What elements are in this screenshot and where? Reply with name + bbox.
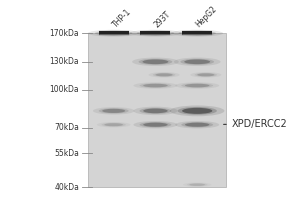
Ellipse shape (183, 183, 212, 187)
Ellipse shape (130, 30, 182, 37)
Ellipse shape (181, 83, 213, 88)
Ellipse shape (134, 82, 178, 89)
Ellipse shape (171, 30, 223, 37)
Ellipse shape (174, 58, 220, 66)
Ellipse shape (134, 121, 178, 128)
Ellipse shape (195, 73, 217, 77)
Ellipse shape (140, 83, 171, 88)
Ellipse shape (187, 183, 208, 186)
Ellipse shape (175, 82, 219, 89)
Ellipse shape (99, 31, 128, 35)
Ellipse shape (141, 31, 170, 35)
Text: 55kDa: 55kDa (54, 149, 79, 158)
Ellipse shape (184, 59, 210, 64)
FancyBboxPatch shape (88, 33, 226, 187)
Ellipse shape (101, 123, 126, 127)
Ellipse shape (142, 59, 168, 64)
Ellipse shape (95, 31, 132, 36)
Ellipse shape (155, 73, 173, 76)
Ellipse shape (185, 123, 209, 127)
Ellipse shape (170, 105, 224, 116)
Ellipse shape (93, 107, 134, 115)
Ellipse shape (102, 109, 125, 113)
Ellipse shape (178, 31, 216, 36)
Ellipse shape (140, 108, 171, 114)
Text: 40kDa: 40kDa (54, 183, 79, 192)
Ellipse shape (178, 107, 217, 115)
Ellipse shape (180, 59, 214, 65)
Ellipse shape (140, 122, 171, 127)
Ellipse shape (181, 122, 213, 127)
Text: 293T: 293T (153, 10, 172, 29)
Ellipse shape (189, 183, 205, 186)
Text: HepG2: HepG2 (194, 5, 219, 29)
Ellipse shape (148, 72, 180, 78)
Ellipse shape (153, 73, 175, 77)
Text: THP-1: THP-1 (111, 7, 133, 29)
Text: 70kDa: 70kDa (54, 123, 79, 132)
Ellipse shape (183, 31, 211, 35)
Ellipse shape (132, 58, 179, 66)
Ellipse shape (137, 31, 174, 36)
Ellipse shape (197, 73, 214, 76)
Text: XPD/ERCC2: XPD/ERCC2 (224, 119, 287, 129)
Text: 130kDa: 130kDa (50, 57, 79, 66)
Ellipse shape (185, 84, 209, 87)
Ellipse shape (182, 108, 212, 114)
Ellipse shape (104, 123, 123, 126)
Ellipse shape (143, 84, 168, 87)
Text: 100kDa: 100kDa (50, 85, 79, 94)
Ellipse shape (99, 108, 129, 114)
Ellipse shape (134, 107, 178, 115)
Ellipse shape (190, 72, 221, 78)
Text: 170kDa: 170kDa (50, 29, 79, 38)
Ellipse shape (88, 30, 140, 37)
Ellipse shape (139, 59, 172, 65)
Ellipse shape (143, 109, 168, 113)
Ellipse shape (175, 121, 219, 128)
Ellipse shape (97, 122, 130, 127)
Ellipse shape (143, 123, 168, 127)
